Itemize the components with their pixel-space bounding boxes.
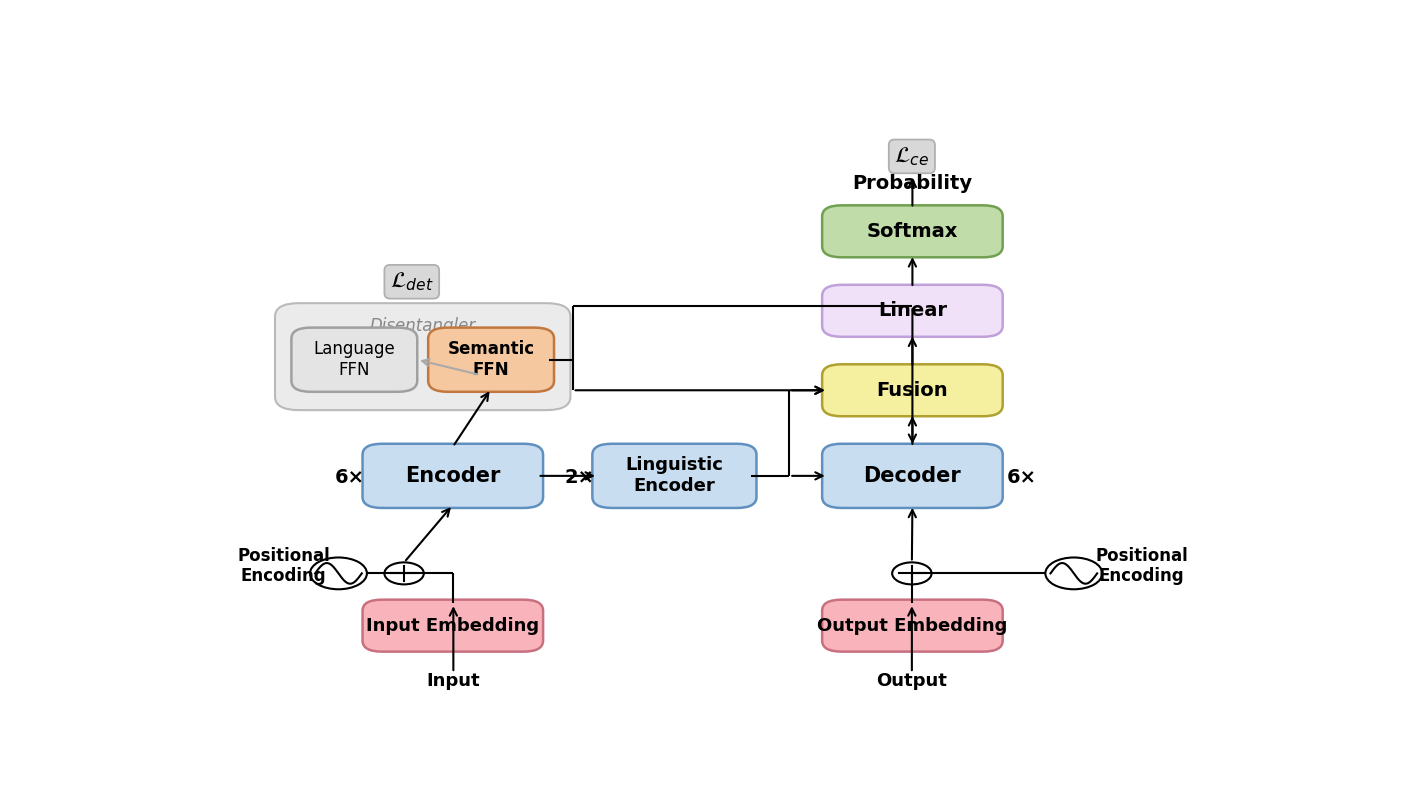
FancyBboxPatch shape: [822, 206, 1003, 257]
Text: Positional
Encoding: Positional Encoding: [1096, 546, 1187, 585]
Text: Input Embedding: Input Embedding: [366, 617, 539, 634]
Text: Fusion: Fusion: [877, 381, 949, 399]
Text: 6×: 6×: [1007, 468, 1036, 487]
Text: 6×: 6×: [335, 468, 364, 487]
Text: Input: Input: [426, 672, 480, 689]
Text: Semantic
FFN: Semantic FFN: [448, 341, 535, 379]
Text: Probability: Probability: [851, 175, 971, 194]
FancyBboxPatch shape: [363, 599, 544, 652]
Text: $\mathcal{L}_{det}$: $\mathcal{L}_{det}$: [390, 271, 433, 293]
Text: 2×: 2×: [565, 468, 594, 487]
FancyBboxPatch shape: [363, 444, 544, 508]
FancyBboxPatch shape: [275, 303, 570, 410]
FancyBboxPatch shape: [428, 328, 554, 391]
Text: Positional
Encoding: Positional Encoding: [237, 546, 330, 585]
Text: Output Embedding: Output Embedding: [818, 617, 1008, 634]
Text: Encoder: Encoder: [405, 466, 500, 486]
FancyBboxPatch shape: [822, 285, 1003, 337]
Text: Language
FFN: Language FFN: [313, 341, 395, 379]
Text: Linguistic
Encoder: Linguistic Encoder: [626, 457, 723, 495]
FancyBboxPatch shape: [822, 444, 1003, 508]
FancyBboxPatch shape: [593, 444, 757, 508]
Text: Softmax: Softmax: [867, 222, 959, 241]
Text: Linear: Linear: [878, 301, 947, 320]
FancyBboxPatch shape: [822, 599, 1003, 652]
Text: Output: Output: [877, 672, 947, 689]
Text: Decoder: Decoder: [864, 466, 962, 486]
FancyBboxPatch shape: [291, 328, 418, 391]
Text: $\mathcal{L}_{ce}$: $\mathcal{L}_{ce}$: [894, 145, 929, 168]
Text: Disentangler: Disentangler: [370, 318, 476, 335]
FancyBboxPatch shape: [822, 364, 1003, 416]
